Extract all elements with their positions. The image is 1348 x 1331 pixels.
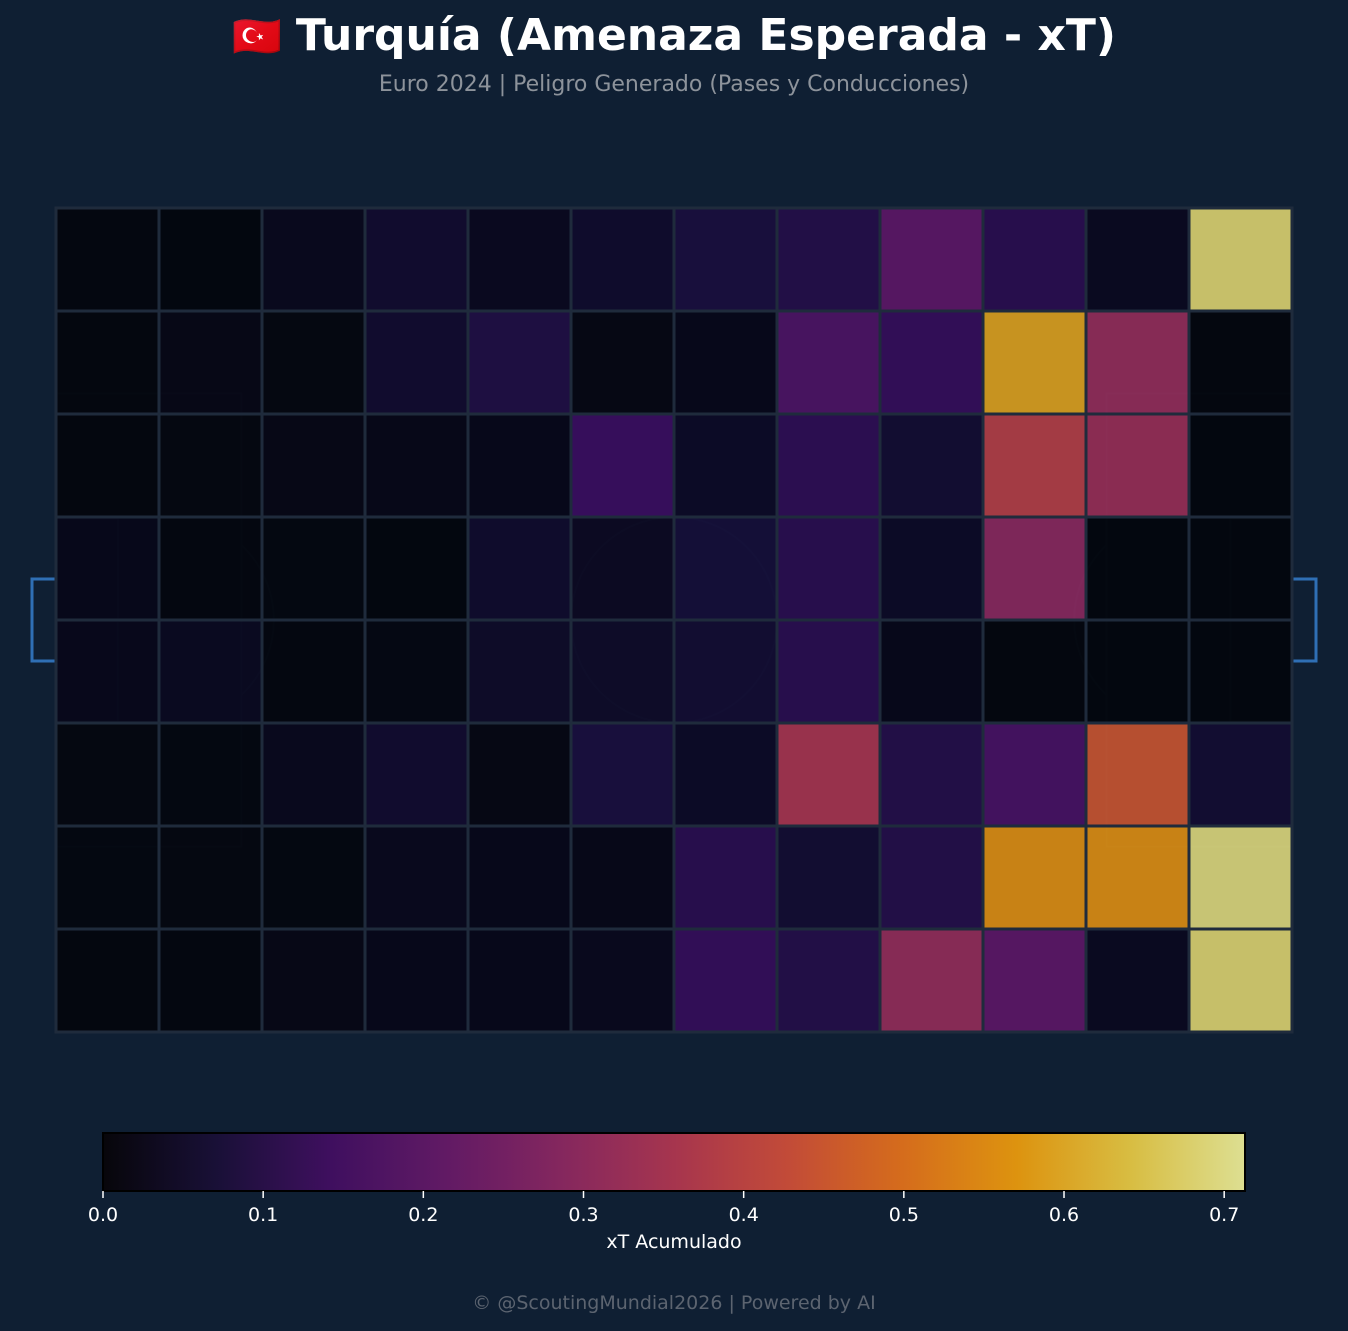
colorbar-gradient bbox=[102, 1132, 1246, 1192]
heatmap-cell bbox=[363, 927, 470, 1034]
colorbar-tick-label: 0.0 bbox=[88, 1204, 118, 1226]
heatmap-cell bbox=[569, 309, 676, 416]
heatmap-cell bbox=[363, 618, 470, 725]
colorbar-tick-label: 0.6 bbox=[1049, 1204, 1079, 1226]
heatmap-cell bbox=[260, 412, 367, 519]
colorbar-tick-label: 0.4 bbox=[729, 1204, 759, 1226]
heatmap-cell bbox=[466, 412, 573, 519]
heatmap-cell bbox=[1084, 309, 1191, 416]
colorbar-tick-label: 0.3 bbox=[568, 1204, 598, 1226]
chart-title: 🇹🇷 Turquía (Amenaza Esperada - xT) bbox=[0, 10, 1348, 61]
heatmap-cell bbox=[157, 309, 264, 416]
heatmap-cell bbox=[1187, 927, 1294, 1034]
heatmap-cell bbox=[1187, 206, 1294, 313]
heatmap-cell bbox=[672, 309, 779, 416]
colorbar-tick-label: 0.2 bbox=[408, 1204, 438, 1226]
heatmap-cell bbox=[775, 721, 882, 828]
heatmap-cell bbox=[1084, 927, 1191, 1034]
heatmap-border bbox=[54, 206, 1294, 1034]
heatmap-cell bbox=[672, 515, 779, 622]
heatmap-cell bbox=[466, 927, 573, 1034]
colorbar-tick-label: 0.7 bbox=[1209, 1204, 1239, 1226]
heatmap-cell bbox=[157, 618, 264, 725]
heatmap-cell bbox=[878, 927, 985, 1034]
heatmap-cell bbox=[878, 412, 985, 519]
heatmap-cell bbox=[878, 824, 985, 931]
heatmap-cell bbox=[1084, 515, 1191, 622]
heatmap-cell bbox=[1187, 618, 1294, 725]
heatmap-cell bbox=[260, 721, 367, 828]
chart-subtitle: Euro 2024 | Peligro Generado (Pases y Co… bbox=[378, 72, 970, 97]
heatmap-cell bbox=[981, 824, 1088, 931]
colorbar-tick-label: 0.5 bbox=[889, 1204, 919, 1226]
heatmap-cell bbox=[1187, 824, 1294, 931]
heatmap-cell bbox=[672, 412, 779, 519]
heatmap-cell bbox=[878, 618, 985, 725]
heatmap-cell bbox=[569, 927, 676, 1034]
heatmap-cell bbox=[878, 309, 985, 416]
heatmap-cell bbox=[775, 515, 882, 622]
colorbar-tick-label: 0.1 bbox=[248, 1204, 278, 1226]
heatmap-cell bbox=[466, 618, 573, 725]
right-goal bbox=[1292, 577, 1318, 663]
heatmap-cell bbox=[54, 721, 161, 828]
heatmap-cell bbox=[981, 721, 1088, 828]
heatmap-cell bbox=[569, 206, 676, 313]
heatmap-cell bbox=[569, 721, 676, 828]
heatmap-cell bbox=[569, 824, 676, 931]
left-goal bbox=[30, 577, 56, 663]
title-text: Turquía (Amenaza Esperada - xT) bbox=[295, 10, 1116, 61]
heatmap-cell bbox=[981, 309, 1088, 416]
heatmap-cell bbox=[1187, 721, 1294, 828]
flag-icon: 🇹🇷 bbox=[232, 14, 282, 60]
heatmap-cell bbox=[1187, 515, 1294, 622]
heatmap-cell bbox=[878, 721, 985, 828]
footer-credit: © @ScoutingMundial2026 | Powered by AI bbox=[472, 1292, 876, 1314]
heatmap-cells bbox=[54, 206, 1294, 1034]
heatmap-cell bbox=[260, 309, 367, 416]
heatmap-cell bbox=[569, 515, 676, 622]
heatmap-cell bbox=[672, 927, 779, 1034]
heatmap-cell bbox=[466, 721, 573, 828]
heatmap-cell bbox=[981, 927, 1088, 1034]
heatmap-cell bbox=[775, 927, 882, 1034]
heatmap-cell bbox=[672, 618, 779, 725]
heatmap-cell bbox=[1187, 309, 1294, 416]
colorbar-label: xT Acumulado bbox=[606, 1231, 742, 1253]
heatmap-cell bbox=[981, 618, 1088, 725]
heatmap-cell bbox=[569, 412, 676, 519]
